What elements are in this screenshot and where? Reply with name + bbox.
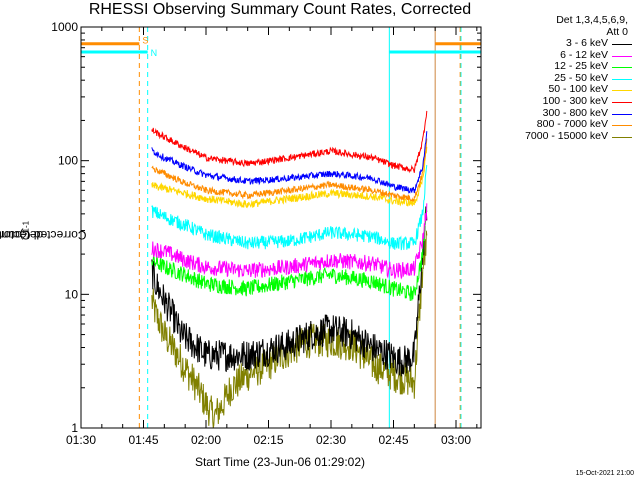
series-line-12-25-kev <box>151 207 428 301</box>
legend-item-label: 800 - 7000 keV <box>536 118 608 131</box>
series-line-800-7000-kev <box>151 138 428 202</box>
series-line-6-12-kev <box>151 203 428 280</box>
legend-item-label: 6 - 12 keV <box>560 48 608 61</box>
legend-item-label: 50 - 100 keV <box>548 83 608 96</box>
y-tick-label-0: 1 <box>71 421 78 435</box>
legend-item-label: 25 - 50 keV <box>554 71 608 84</box>
timestamp-footer: 15-Oct-2021 21:00 <box>575 470 634 477</box>
status-bar-label-n: N <box>151 48 158 58</box>
y-tick-label-3: 1000 <box>51 20 78 34</box>
x-axis-label: Start Time (23-Jun-06 01:29:02) <box>194 455 366 469</box>
legend-swatch <box>612 101 632 103</box>
plot-frame <box>80 26 482 429</box>
legend-item: 3 - 6 keV <box>486 37 634 50</box>
series-line-25-50-kev <box>151 164 428 251</box>
legend-header-detectors: Det 1,3,4,5,6,9, <box>556 14 628 26</box>
legend-item: 100 - 300 keV <box>486 94 634 108</box>
legend-swatch <box>612 125 632 127</box>
series-line-300-800-kev <box>151 131 428 194</box>
legend-header-attenuator: Att 0 <box>606 26 628 38</box>
legend-swatch <box>612 113 632 115</box>
legend-item-label: 12 - 25 keV <box>554 60 608 73</box>
legend-item: 25 - 50 keV <box>486 71 634 85</box>
legend-item-label: 100 - 300 keV <box>542 94 608 107</box>
series-line-100-300-kev <box>151 110 428 174</box>
legend-item: 300 - 800 keV <box>486 106 634 120</box>
legend-item: 12 - 25 keV <box>486 61 634 73</box>
legend: Det 1,3,4,5,6,9, Att 0 3 - 6 keV 6 - 12 k… <box>486 14 634 142</box>
x-tick-label-5: 02:45 <box>378 433 408 447</box>
series-line-50-100-kev <box>151 146 428 209</box>
x-tick-label-3: 02:15 <box>253 433 283 447</box>
legend-swatch <box>612 67 632 69</box>
legend-item: 6 - 12 keV <box>486 48 634 62</box>
legend-item-label: 7000 - 15000 keV <box>525 129 608 142</box>
y-tick-label-2: 100 <box>58 154 78 168</box>
legend-item-label: 3 - 6 keV <box>565 37 608 49</box>
x-tick-label-4: 02:30 <box>316 433 346 447</box>
legend-item: 50 - 100 keV <box>486 84 634 96</box>
legend-swatch <box>612 78 632 80</box>
legend-swatch <box>612 90 632 92</box>
legend-item: 800 - 7000 keV <box>486 119 634 131</box>
legend-swatch <box>612 55 632 57</box>
y-tick-label-1: 10 <box>65 287 79 301</box>
x-tick-label-1: 01:45 <box>128 433 158 447</box>
chart-title: RHESSI Observing Summary Count Rates, Co… <box>88 1 472 18</box>
legend-item-label: 300 - 800 keV <box>542 106 608 119</box>
x-tick-label-2: 02:00 <box>191 433 221 447</box>
x-tick-label-0: 01:30 <box>66 433 96 447</box>
legend-swatch <box>612 44 632 45</box>
x-tick-label-6: 03:00 <box>441 433 471 447</box>
legend-swatch <box>612 136 632 138</box>
legend-item: 7000 - 15000 keV <box>486 129 634 143</box>
series-line-3-6-kev <box>151 206 428 377</box>
status-bar-label-s: S <box>142 36 148 46</box>
